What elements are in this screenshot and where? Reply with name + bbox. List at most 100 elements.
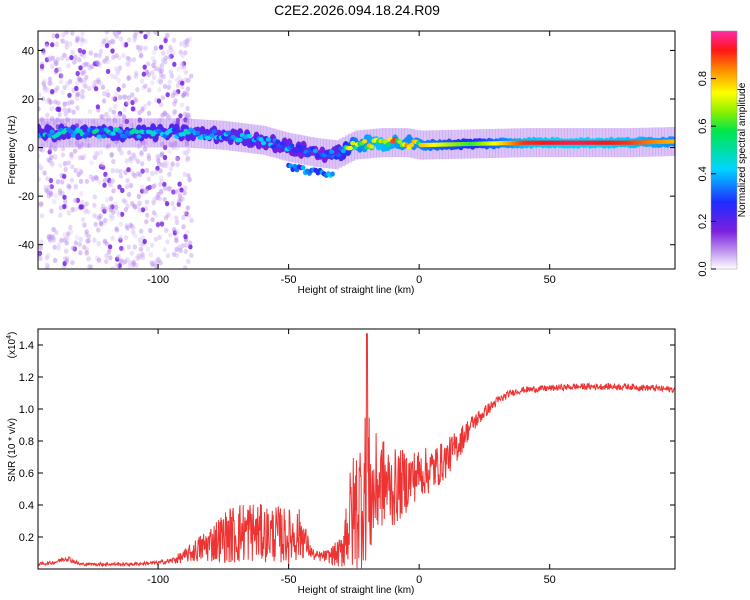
noise-speckle (93, 174, 99, 180)
noise-speckle (74, 234, 80, 240)
snr-x-axis: -100 -50 0 50 (147, 329, 556, 586)
noise-speckle (88, 50, 94, 56)
spectrogram-x-axis: -100 -50 0 50 (147, 31, 556, 286)
noise-speckle (161, 57, 166, 63)
ridge-core (324, 150, 330, 155)
noise-speckle (90, 176, 96, 182)
snr-y-scale-base: (x10 (7, 338, 18, 358)
noise-speckle (60, 38, 65, 44)
noise-speckle (118, 36, 124, 42)
y-tick-label: -40 (18, 240, 34, 252)
noise-speckle (181, 224, 186, 230)
noise-speckle (175, 117, 181, 123)
noise-speckle (171, 206, 177, 212)
noise-speckle (104, 175, 110, 181)
noise-speckle (50, 89, 55, 95)
noise-speckle (64, 31, 69, 35)
noise-speckle (126, 191, 132, 198)
noise-speckle (68, 140, 73, 146)
noise-speckle (117, 146, 122, 152)
noise-speckle (44, 265, 50, 269)
noise-speckle (162, 144, 168, 151)
noise-speckle (52, 257, 58, 263)
noise-speckle (89, 160, 94, 166)
noise-speckle (124, 184, 130, 190)
noise-speckle (133, 98, 138, 104)
noise-speckle (62, 260, 67, 267)
noise-speckle (139, 52, 144, 58)
noise-speckle (173, 237, 179, 243)
noise-speckle (128, 117, 133, 123)
noise-speckle (125, 178, 130, 184)
noise-speckle (53, 146, 58, 152)
noise-speckle (135, 158, 141, 164)
noise-speckle (82, 153, 87, 159)
noise-speckle (53, 120, 58, 126)
ridge-core (289, 143, 295, 148)
noise-speckle (49, 154, 54, 160)
noise-speckle (77, 119, 82, 125)
noise-speckle (162, 83, 168, 89)
noise-speckle (115, 209, 120, 215)
noise-speckle (137, 207, 142, 213)
noise-speckle (167, 79, 172, 85)
x-tick-label: -50 (281, 574, 297, 586)
noise-speckle (114, 66, 119, 72)
noise-speckle (125, 100, 131, 106)
noise-speckle (174, 235, 179, 241)
noise-speckle (52, 154, 58, 160)
noise-speckle (132, 155, 138, 161)
noise-speckle (131, 225, 136, 231)
noise-speckle (74, 57, 80, 63)
x-tick-label: 50 (544, 574, 556, 586)
noise-speckle (159, 71, 164, 78)
noise-speckle (123, 42, 129, 48)
noise-speckle (101, 98, 107, 104)
noise-speckle (104, 258, 109, 265)
noise-speckle (83, 38, 88, 44)
noise-speckle (58, 212, 63, 218)
noise-speckle (79, 191, 84, 197)
noise-speckle (183, 210, 188, 216)
noise-speckle (133, 173, 138, 179)
noise-speckle (125, 55, 131, 61)
noise-speckle (137, 237, 142, 243)
noise-speckle (161, 73, 166, 80)
noise-speckle (92, 61, 98, 67)
noise-speckle (77, 241, 82, 247)
noise-speckle (153, 212, 158, 218)
noise-speckle (70, 31, 75, 36)
ridge-core (275, 139, 281, 145)
noise-speckle (84, 178, 90, 184)
noise-speckle (157, 196, 163, 202)
x-tick-label: -100 (147, 274, 169, 286)
noise-speckle (38, 176, 42, 182)
noise-speckle (183, 50, 188, 56)
noise-speckle (47, 80, 52, 87)
noise-speckle (122, 114, 127, 120)
noise-speckle (82, 244, 87, 250)
noise-speckle (86, 142, 91, 149)
noise-speckle (132, 244, 137, 250)
noise-speckle (162, 247, 167, 253)
noise-speckle (159, 68, 164, 74)
noise-speckle (185, 38, 190, 44)
ridge-core (340, 148, 346, 154)
noise-speckle (91, 80, 96, 86)
noise-speckle (111, 215, 116, 221)
noise-speckle (137, 117, 142, 123)
noise-speckle (95, 151, 100, 157)
noise-speckle (163, 111, 168, 117)
noise-speckle (178, 198, 184, 204)
noise-speckle (131, 229, 136, 235)
snr-y-scale: (x104) (6, 332, 18, 359)
noise-speckle (138, 31, 144, 34)
noise-speckle (159, 188, 164, 194)
noise-speckle (183, 248, 188, 254)
noise-speckle (138, 246, 144, 252)
noise-speckle (50, 55, 55, 61)
noise-speckle (133, 96, 138, 103)
noise-speckle (137, 200, 142, 206)
noise-speckle (163, 38, 168, 44)
noise-speckle (47, 235, 52, 241)
